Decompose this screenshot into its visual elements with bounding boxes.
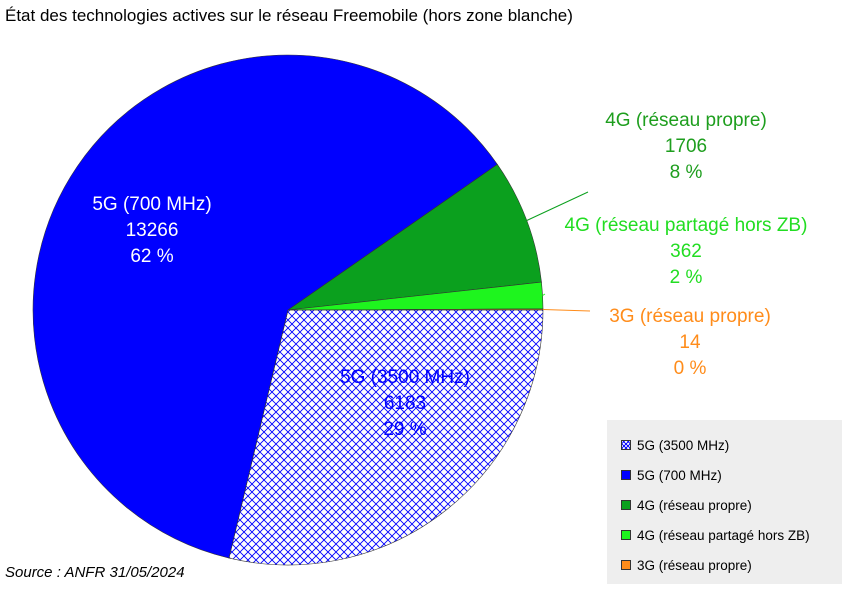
legend-item: 5G (700 MHz) bbox=[621, 466, 722, 484]
slice-label-1: 5G (700 MHz) bbox=[92, 194, 211, 215]
legend-swatch bbox=[621, 560, 631, 570]
slice-label-4: 3G (réseau propre) bbox=[609, 306, 771, 327]
legend-item: 4G (réseau propre) bbox=[621, 496, 752, 514]
legend-label: 3G (réseau propre) bbox=[637, 557, 752, 573]
slice-percent-3: 2 % bbox=[670, 267, 703, 288]
slice-percent-2: 8 % bbox=[670, 162, 703, 183]
leader-line-3 bbox=[542, 293, 546, 296]
legend-item: 4G (réseau partagé hors ZB) bbox=[621, 526, 810, 544]
legend-item: 3G (réseau propre) bbox=[621, 556, 752, 574]
legend-label: 4G (réseau partagé hors ZB) bbox=[637, 527, 810, 543]
slice-value-3: 362 bbox=[670, 241, 702, 262]
pie-slice-1 bbox=[32, 54, 498, 559]
source-note: Source : ANFR 31/05/2024 bbox=[5, 564, 185, 581]
slice-label-2: 4G (réseau propre) bbox=[605, 110, 767, 131]
slice-value-1: 13266 bbox=[126, 220, 179, 241]
legend: 5G (3500 MHz) 5G (700 MHz) 4G (réseau prop… bbox=[607, 420, 842, 584]
leader-line-4 bbox=[542, 308, 591, 312]
slice-label-0: 5G (3500 MHz) bbox=[340, 367, 470, 388]
legend-swatch bbox=[621, 500, 631, 510]
slice-value-0: 6183 bbox=[384, 393, 426, 414]
slice-value-2: 1706 bbox=[665, 136, 707, 157]
slice-label-3: 4G (réseau partagé hors ZB) bbox=[565, 215, 808, 236]
slice-percent-1: 62 % bbox=[130, 246, 173, 267]
chart-title: État des technologies actives sur le rés… bbox=[5, 6, 573, 25]
slice-value-4: 14 bbox=[679, 332, 701, 353]
legend-swatch bbox=[621, 440, 631, 450]
legend-label: 5G (3500 MHz) bbox=[637, 437, 730, 453]
legend-label: 5G (700 MHz) bbox=[637, 467, 722, 483]
legend-label: 4G (réseau propre) bbox=[637, 497, 752, 513]
legend-item: 5G (3500 MHz) bbox=[621, 436, 729, 454]
legend-swatch bbox=[621, 530, 631, 540]
slice-percent-4: 0 % bbox=[674, 358, 707, 379]
legend-swatch bbox=[621, 470, 631, 480]
slice-percent-0: 29 % bbox=[383, 419, 426, 440]
pie-slice-0 bbox=[228, 309, 544, 566]
leader-line-2 bbox=[526, 191, 589, 221]
